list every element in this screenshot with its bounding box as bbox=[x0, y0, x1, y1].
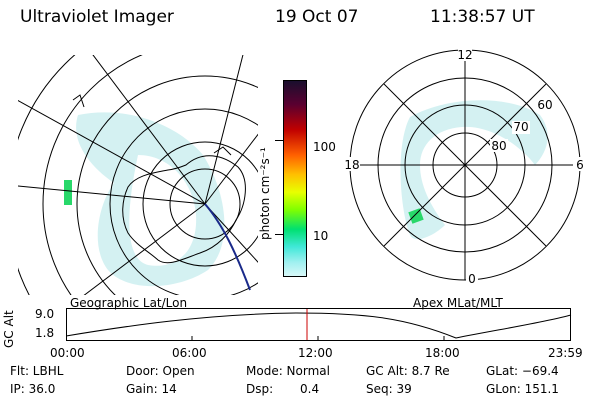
geo-aurora-oval-inner bbox=[129, 155, 197, 266]
colorbar-label-100: 100 bbox=[313, 140, 336, 154]
geo-coast-detail bbox=[213, 146, 232, 156]
mlt-label-6: 6 bbox=[576, 158, 584, 172]
timeline-axis-title: GC Alt bbox=[2, 310, 16, 348]
status-glat: GLat: −69.4 bbox=[486, 364, 559, 378]
timeline-xlabel-0600: 06:00 bbox=[172, 346, 207, 360]
instrument-title: Ultraviolet Imager bbox=[20, 7, 174, 27]
status-filter: Flt: LBHL bbox=[10, 364, 64, 378]
status-gc-alt: GC Alt: 8.7 Re bbox=[366, 364, 450, 378]
status-door: Door: Open bbox=[126, 364, 195, 378]
observation-time: 11:38:57 UT bbox=[430, 7, 535, 27]
geographic-map bbox=[18, 55, 258, 295]
lat-label-70: 70 bbox=[513, 120, 528, 134]
observation-date: 19 Oct 07 bbox=[275, 7, 359, 27]
timeline-xlabel-1800: 18:00 bbox=[425, 346, 460, 360]
status-gain: Gain: 14 bbox=[126, 382, 177, 396]
mlt-label-12: 12 bbox=[457, 48, 472, 62]
mag-aurora-oval bbox=[400, 100, 548, 240]
geo-lat-circles bbox=[18, 55, 258, 295]
timeline-xlabel-1200: 12:00 bbox=[298, 346, 333, 360]
timeline-altitude-curve bbox=[66, 312, 572, 339]
timeline-xlabel-2359: 23:59 bbox=[548, 346, 583, 360]
mag-panel-label: Apex MLat/MLT bbox=[413, 296, 503, 310]
status-mode: Mode: Normal bbox=[246, 364, 330, 378]
timeline-ylabel-max: 9.0 bbox=[35, 307, 55, 321]
colorbar bbox=[283, 80, 307, 277]
status-seq: Seq: 39 bbox=[366, 382, 412, 396]
magnetic-polar-plot: 12 18 6 0 60 70 80 bbox=[340, 48, 585, 286]
timeline-plot bbox=[66, 308, 572, 341]
timeline-xlabel-0000: 00:00 bbox=[50, 346, 85, 360]
timeline-ticks bbox=[191, 336, 445, 340]
status-ip: IP: 36.0 bbox=[10, 382, 56, 396]
lat-label-60: 60 bbox=[537, 98, 552, 112]
timeline-ylabel-min: 1.8 bbox=[35, 326, 55, 340]
geo-panel-label: Geographic Lat/Lon bbox=[70, 296, 188, 310]
mlt-label-18: 18 bbox=[344, 158, 359, 172]
geo-coastline bbox=[122, 155, 246, 264]
colorbar-tick-10 bbox=[275, 234, 283, 235]
geo-island bbox=[72, 94, 85, 108]
geo-meridians bbox=[18, 55, 258, 295]
geo-satellite-track bbox=[204, 203, 251, 291]
mag-bright-spot bbox=[408, 208, 424, 224]
status-dsp-label: Dsp: bbox=[246, 382, 274, 396]
colorbar-unit: photon cm⁻²s⁻¹ bbox=[258, 147, 272, 240]
lat-label-80: 80 bbox=[491, 139, 506, 153]
colorbar-label-10: 10 bbox=[313, 229, 329, 243]
colorbar-tick-100 bbox=[275, 140, 283, 141]
geo-bright-spot bbox=[64, 180, 72, 205]
mlt-label-0: 0 bbox=[468, 272, 476, 286]
timeline-frame bbox=[66, 308, 571, 341]
mag-meridians bbox=[350, 50, 580, 280]
status-dsp-value: 0.4 bbox=[300, 382, 320, 396]
status-glon: GLon: 151.1 bbox=[486, 382, 559, 396]
